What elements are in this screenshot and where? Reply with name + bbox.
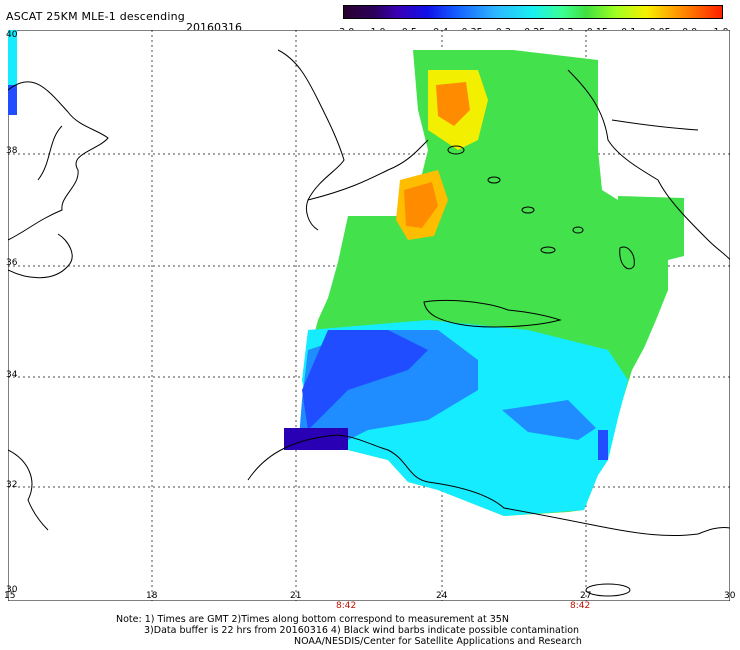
wind-field (284, 50, 684, 516)
lat-label: 32 (6, 480, 18, 490)
lat-label: 30 (6, 585, 18, 595)
lon-label: 18 (146, 591, 158, 601)
lon-label: 24 (436, 591, 448, 601)
map-panel (8, 30, 730, 601)
note-line-1: Note: 1) Times are GMT 2)Times along bot… (116, 614, 509, 625)
lon-label: 30 (724, 591, 736, 601)
time-label-1: 8:42 (336, 601, 357, 611)
coastlines (8, 49, 730, 597)
time-label-2: 8:42 (570, 601, 591, 611)
lat-label: 34 (6, 370, 18, 380)
lat-label: 40 (6, 30, 18, 40)
lon-label: 21 (290, 591, 302, 601)
lon-label: 15 (4, 591, 16, 601)
lat-label: 38 (6, 146, 18, 156)
lat-label: 36 (6, 258, 18, 268)
chart-title: ASCAT 25KM MLE-1 descending (6, 10, 185, 23)
note-line-2: 3)Data buffer is 22 hrs from 20160316 4)… (144, 625, 580, 636)
color-scale-bar (343, 5, 723, 19)
note-line-3: NOAA/NESDIS/Center for Satellite Applica… (294, 636, 582, 647)
left-data-strip (8, 30, 17, 115)
lon-label: 27 (580, 591, 592, 601)
